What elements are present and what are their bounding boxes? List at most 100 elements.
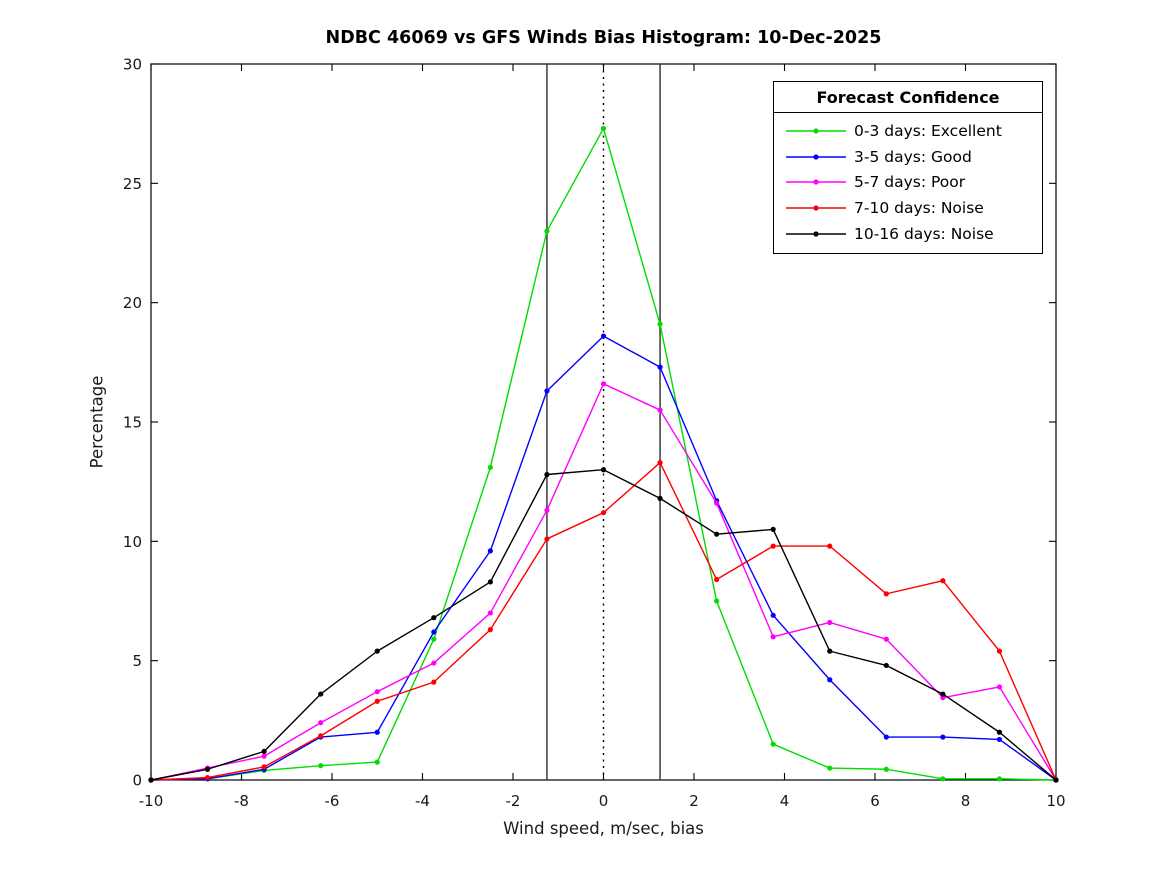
data-point-marker (374, 759, 380, 765)
data-point-marker (714, 576, 720, 583)
data-point-marker (544, 228, 550, 234)
data-point-marker (940, 776, 946, 782)
data-point-marker (657, 459, 663, 466)
data-point-marker (996, 648, 1003, 654)
data-point-marker (487, 464, 493, 470)
x-tick-label: -2 (506, 792, 521, 810)
legend-line-sample (786, 231, 846, 237)
data-point-marker (1053, 777, 1059, 783)
data-point-marker (261, 764, 267, 770)
y-axis-ticks: 0 5 10 15 20 25 30 (123, 56, 1056, 790)
data-point-marker (318, 763, 324, 769)
legend-entry-4: 10-16 days: Noise (774, 221, 1042, 247)
y-tick-label: 20 (123, 294, 142, 312)
data-point-marker (657, 407, 663, 413)
data-point-marker (318, 733, 324, 739)
legend-entry-1: 3-5 days: Good (774, 144, 1042, 170)
data-point-marker (374, 698, 380, 704)
data-point-marker (770, 612, 776, 618)
data-point-marker (770, 634, 776, 640)
data-point-marker (261, 748, 267, 754)
y-tick-label: 5 (132, 652, 142, 670)
data-point-marker (261, 753, 267, 759)
data-point-marker (374, 689, 380, 695)
data-point-marker (883, 636, 889, 642)
legend-entry-3: 7-10 days: Noise (774, 195, 1042, 221)
data-point-marker (318, 691, 324, 697)
data-point-marker (827, 648, 833, 654)
data-point-marker (714, 531, 720, 537)
x-tick-label: 2 (689, 792, 699, 810)
data-point-marker (996, 736, 1003, 743)
data-point-marker (996, 729, 1003, 735)
data-point-marker (431, 615, 437, 621)
data-point-marker (431, 679, 437, 685)
data-point-marker (827, 765, 833, 771)
legend-entries: 0-3 days: Excellent 3-5 days: Good 5-7 day… (774, 113, 1042, 253)
data-point-marker (544, 536, 550, 542)
y-tick-label: 0 (132, 772, 142, 790)
data-point-marker (827, 619, 833, 626)
data-point-marker (714, 598, 720, 604)
y-tick-label: 10 (123, 533, 142, 551)
x-tick-label: -4 (415, 792, 430, 810)
data-point-marker (487, 627, 493, 633)
data-point-marker (487, 548, 493, 554)
legend-entry-label: 10-16 days: Noise (854, 225, 994, 244)
data-point-marker (600, 467, 607, 473)
legend-entry-label: 5-7 days: Poor (854, 173, 966, 192)
data-point-marker (487, 610, 493, 616)
data-point-marker (600, 510, 607, 516)
reference-lines (546, 64, 661, 780)
data-point-marker (940, 578, 946, 584)
legend-entry-label: 3-5 days: Good (854, 147, 972, 166)
data-point-marker (374, 729, 380, 735)
data-point-marker (600, 333, 607, 339)
data-point-marker (770, 543, 776, 549)
data-point-marker (940, 691, 946, 697)
chart-title: NDBC 46069 vs GFS Winds Bias Histogram: … (325, 28, 882, 48)
data-point-marker (600, 381, 607, 387)
data-point-marker (827, 677, 833, 683)
data-point-marker (827, 543, 833, 549)
y-tick-label: 25 (123, 175, 142, 193)
legend-title: Forecast Confidence (774, 82, 1042, 113)
data-point-marker (657, 495, 663, 501)
y-tick-label: 15 (123, 414, 142, 432)
data-point-marker (940, 695, 946, 701)
data-point-marker (883, 766, 889, 772)
data-point-marker (883, 734, 889, 740)
x-tick-label: 4 (780, 792, 790, 810)
data-point-marker (714, 500, 720, 506)
x-tick-label: 8 (961, 792, 971, 810)
series-0 (148, 125, 1059, 783)
data-point-marker (996, 776, 1003, 782)
legend-entry-label: 0-3 days: Excellent (854, 121, 1002, 140)
data-point-marker (544, 388, 550, 394)
x-axis-ticks: -10 -8 -6 -4 -2 0 2 4 6 8 10 (139, 64, 1066, 810)
legend-entry-0: 0-3 days: Excellent (774, 118, 1042, 144)
data-point-marker (431, 660, 437, 666)
x-tick-label: 10 (1046, 792, 1065, 810)
x-axis-label: Wind speed, m/sec, bias (503, 819, 704, 838)
data-point-marker (318, 720, 324, 726)
data-point-marker (940, 734, 946, 740)
data-point-marker (204, 775, 211, 781)
data-point-marker (883, 591, 889, 597)
data-point-marker (431, 629, 437, 635)
data-point-marker (883, 662, 889, 669)
legend-entry-2: 5-7 days: Poor (774, 170, 1042, 196)
legend-line-sample (786, 154, 846, 160)
x-tick-label: 0 (599, 792, 609, 810)
legend-line-sample (786, 179, 846, 186)
x-tick-label: -10 (139, 792, 164, 810)
data-point-marker (996, 684, 1003, 690)
legend-line-sample (786, 128, 846, 134)
data-point-marker (657, 321, 663, 327)
data-point-marker (487, 579, 493, 585)
legend-entry-label: 7-10 days: Noise (854, 199, 984, 218)
series-4 (148, 467, 1059, 783)
data-point-marker (204, 766, 211, 772)
